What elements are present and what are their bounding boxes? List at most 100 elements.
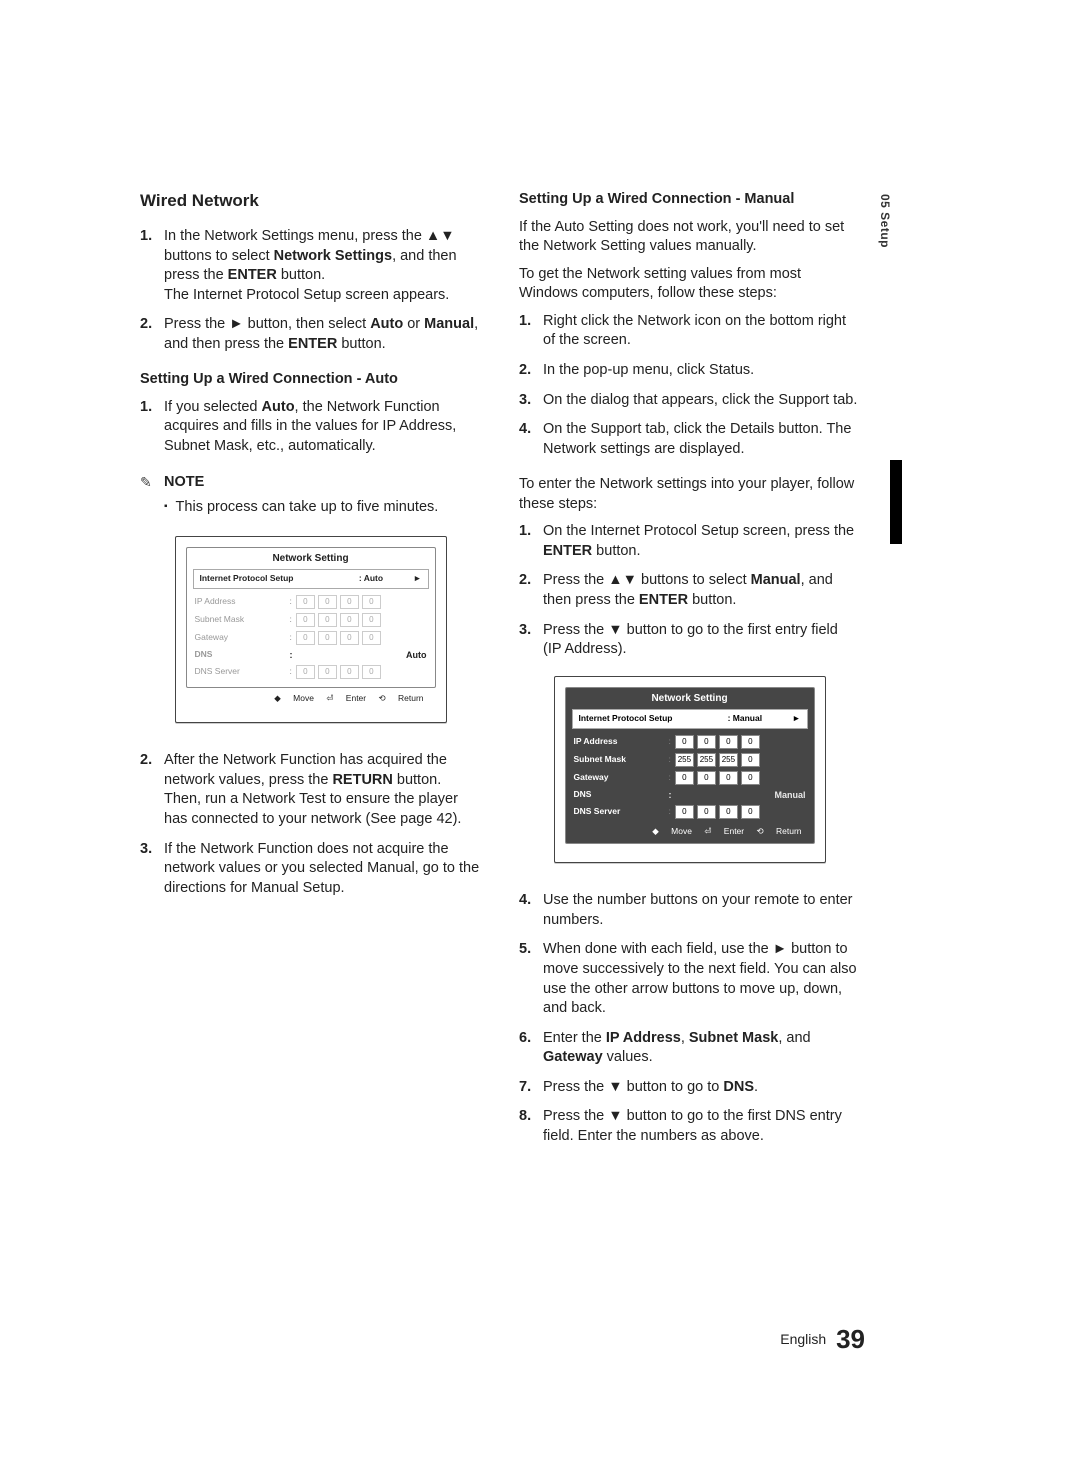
- ns-dns-mode[interactable]: : Manual: [669, 789, 806, 801]
- ip-box[interactable]: 0: [741, 805, 760, 819]
- ip-box[interactable]: 0: [340, 613, 359, 627]
- text: To enter the Network settings into your …: [519, 475, 860, 514]
- ip-box[interactable]: 0: [697, 735, 716, 749]
- ip-box[interactable]: 0: [318, 613, 337, 627]
- ns-top-label: Internet Protocol Setup: [573, 710, 722, 727]
- text: button.: [688, 592, 736, 608]
- ip-box[interactable]: 0: [362, 613, 381, 627]
- ip-box[interactable]: 255: [697, 753, 716, 767]
- ip-fields[interactable]: 0 0 0 0: [296, 595, 381, 609]
- ip-box[interactable]: 0: [296, 595, 315, 609]
- ip-box[interactable]: 0: [362, 595, 381, 609]
- enter-hint: ⏎ Enter: [704, 826, 744, 836]
- ip-fields[interactable]: 255 255 255 0: [675, 753, 760, 767]
- list-item: On the Internet Protocol Setup screen, p…: [519, 522, 860, 561]
- step-number: 7.: [519, 1078, 543, 1098]
- text-bold: ENTER: [639, 592, 688, 608]
- list-item: 6. Enter the IP Address, Subnet Mask, an…: [519, 1029, 860, 1068]
- ip-fields[interactable]: 0 0 0 0: [296, 665, 381, 679]
- ns-top-row: Internet Protocol Setup : Manual ►: [572, 709, 808, 728]
- ns-row-ip: IP Address : 0 0 0 0: [187, 593, 435, 611]
- ip-box[interactable]: 0: [318, 631, 337, 645]
- ip-box[interactable]: 0: [697, 805, 716, 819]
- ns-footer: ◆ Move ⏎ Enter ⟲ Return: [566, 821, 814, 837]
- move-hint: ◆ Move: [274, 693, 314, 703]
- text-bold: Manual: [751, 572, 801, 588]
- network-setting-auto-screenshot: Network Setting Internet Protocol Setup …: [175, 536, 447, 724]
- ip-box[interactable]: 0: [719, 805, 738, 819]
- text-bold: Auto: [262, 399, 295, 415]
- pencil-icon: [140, 475, 158, 489]
- text: Press the ▼ button to go to: [543, 1079, 723, 1095]
- left-column: Wired Network In the Network Settings me…: [140, 190, 481, 1156]
- ip-fields[interactable]: 0 0 0 0: [296, 613, 381, 627]
- note-item: This process can take up to five minutes…: [164, 498, 481, 518]
- text: The Internet Protocol Setup screen appea…: [164, 287, 449, 303]
- ip-box[interactable]: 0: [675, 771, 694, 785]
- text: If you selected: [164, 399, 262, 415]
- list-item: On the Support tab, click the Details bu…: [519, 420, 860, 459]
- text-bold: ENTER: [543, 543, 592, 559]
- text-bold: ENTER: [288, 336, 337, 352]
- ns-label: Gateway: [195, 632, 290, 643]
- ns-row-subnet: Subnet Mask : 255 255 255 0: [566, 751, 814, 769]
- ip-box[interactable]: 0: [340, 631, 359, 645]
- ip-box[interactable]: 255: [719, 753, 738, 767]
- ip-box[interactable]: 0: [719, 771, 738, 785]
- step-number: 6.: [519, 1029, 543, 1068]
- ns-label: DNS: [195, 649, 290, 660]
- ns-top-colon: : Auto: [359, 573, 383, 584]
- auto-heading: Setting Up a Wired Connection - Auto: [140, 370, 481, 390]
- ip-box[interactable]: 0: [340, 595, 359, 609]
- ip-fields[interactable]: 0 0 0 0: [296, 631, 381, 645]
- ns-mode-selector[interactable]: : Manual ►: [722, 710, 807, 727]
- ns-title: Network Setting: [187, 548, 435, 570]
- text: If the Auto Setting does not work, you'l…: [519, 218, 860, 257]
- ip-box[interactable]: 0: [318, 595, 337, 609]
- ip-box[interactable]: 0: [719, 735, 738, 749]
- return-hint: ⟲ Return: [757, 826, 802, 836]
- ns-mode-selector[interactable]: : Auto ►: [353, 570, 428, 587]
- note-heading: NOTE: [140, 473, 481, 493]
- list-item: 5. When done with each field, use the ► …: [519, 940, 860, 1018]
- auto-steps-2-3: 2. After the Network Function has acquir…: [140, 751, 481, 898]
- ip-box[interactable]: 0: [296, 665, 315, 679]
- ip-box[interactable]: 255: [675, 753, 694, 767]
- text: .: [754, 1079, 758, 1095]
- ip-box[interactable]: 0: [362, 631, 381, 645]
- list-item: 2. After the Network Function has acquir…: [140, 751, 481, 829]
- ns-row-gateway: Gateway : 0 0 0 0: [566, 769, 814, 787]
- text: , and: [778, 1030, 810, 1046]
- ip-fields[interactable]: 0 0 0 0: [675, 771, 760, 785]
- ns-row-gateway: Gateway : 0 0 0 0: [187, 629, 435, 647]
- ip-box[interactable]: 0: [296, 631, 315, 645]
- ip-box[interactable]: 0: [741, 753, 760, 767]
- ns-label: DNS: [574, 789, 669, 800]
- ip-fields[interactable]: 0 0 0 0: [675, 735, 760, 749]
- ip-box[interactable]: 0: [741, 735, 760, 749]
- ip-box[interactable]: 0: [296, 613, 315, 627]
- auto-step-1: If you selected Auto, the Network Functi…: [140, 398, 481, 457]
- intro-step-2: Press the ► button, then select Auto or …: [140, 315, 481, 354]
- ip-fields[interactable]: 0 0 0 0: [675, 805, 760, 819]
- list-item: Press the ▼ button to go to the first en…: [519, 621, 860, 660]
- page-number: 39: [836, 1324, 865, 1354]
- ip-box[interactable]: 0: [741, 771, 760, 785]
- ip-box[interactable]: 0: [697, 771, 716, 785]
- chevron-right-icon: ►: [413, 573, 421, 584]
- page: 05 Setup Wired Network In the Network Se…: [0, 0, 1080, 1477]
- thumb-tab: [890, 460, 902, 544]
- text: values.: [603, 1049, 653, 1065]
- ip-box[interactable]: 0: [318, 665, 337, 679]
- ip-box[interactable]: 0: [675, 735, 694, 749]
- text-bold: ENTER: [228, 267, 277, 283]
- text-bold: DNS: [723, 1079, 754, 1095]
- ip-box[interactable]: 0: [675, 805, 694, 819]
- content-columns: Wired Network In the Network Settings me…: [140, 190, 860, 1156]
- intro-steps: In the Network Settings menu, press the …: [140, 227, 481, 354]
- ns-row-_ip: IP Address : 0 0 0 0: [566, 733, 814, 751]
- ns-label: DNS Server: [574, 806, 669, 817]
- ns-dns-mode[interactable]: : Auto: [290, 649, 427, 661]
- ip-box[interactable]: 0: [340, 665, 359, 679]
- ip-box[interactable]: 0: [362, 665, 381, 679]
